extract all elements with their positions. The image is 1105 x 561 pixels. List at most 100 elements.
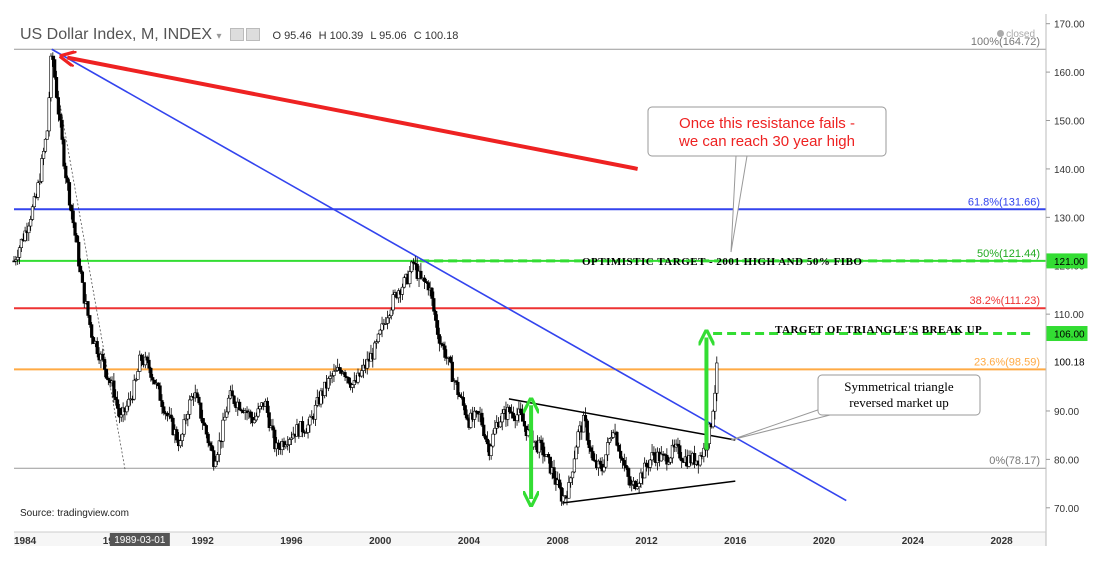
candle-body-57 <box>117 408 122 418</box>
candle-body-128 <box>249 411 253 418</box>
candle-body-14 <box>38 181 42 184</box>
candle-body-30 <box>67 182 72 206</box>
plot-area: 100%(164.72) 61.8%(131.66) 50%(121.44) 38.2… <box>12 14 1088 547</box>
candle-body-173 <box>332 370 336 376</box>
candle-body-49 <box>103 359 107 370</box>
candle-body-19 <box>47 97 51 132</box>
instrument-title[interactable]: US Dollar Index, M, INDEX <box>20 26 213 44</box>
candle-body-21 <box>51 55 55 60</box>
candle-body-168 <box>323 381 327 396</box>
candle-body-15 <box>40 158 44 182</box>
candle-body-43 <box>91 337 96 344</box>
candle-body-186 <box>356 372 360 383</box>
x-axis-band <box>14 532 1046 546</box>
candle-body-71 <box>143 356 147 366</box>
fib-label-1: 61.8%(131.66) <box>968 196 1040 208</box>
price-tag-bg-0 <box>1046 253 1088 269</box>
triangle-target-label: TARGET OF TRIANGLE'S BREAK UP <box>775 324 982 336</box>
candle-body-51 <box>106 378 110 381</box>
x-tick-label-0: 1984 <box>14 536 37 547</box>
ohlc-readout: O 95.46 H 100.39 L 95.06 C 100.18 <box>272 30 462 42</box>
candle-body-27 <box>62 139 66 167</box>
candle-body-201 <box>384 323 388 325</box>
price-tag-bg-2 <box>1046 354 1088 370</box>
fib-label-2: 50%(121.44) <box>977 248 1040 260</box>
candle-body-380 <box>715 362 719 394</box>
candle-body-322 <box>607 438 612 443</box>
candle-body-321 <box>606 442 610 456</box>
candle-body-255 <box>484 435 488 440</box>
callout-resistance-text-0: Once this resistance fails - <box>679 115 855 132</box>
candle-body-202 <box>385 317 390 324</box>
candle-body-240 <box>456 381 460 395</box>
candle-body-102 <box>201 418 205 424</box>
candle-body-264 <box>500 413 504 423</box>
candle-body-24 <box>56 97 60 115</box>
candle-body-6 <box>23 230 27 241</box>
candle-body-205 <box>391 294 395 311</box>
candle-body-249 <box>472 410 477 420</box>
candle-body-177 <box>339 370 343 374</box>
candle-body-311 <box>587 440 591 449</box>
callout-triangle-text-0: Symmetrical triangle <box>844 379 954 394</box>
candle-body-111 <box>217 440 221 455</box>
candle-body-368 <box>693 453 697 465</box>
fibonacci-levels: 100%(164.72) 61.8%(131.66) 50%(121.44) 38.2… <box>14 36 1046 469</box>
candle-body-333 <box>628 476 632 486</box>
eye-icon[interactable] <box>230 28 244 42</box>
candle-body-148 <box>286 444 290 446</box>
x-tick-label-2: 1992 <box>192 536 215 547</box>
candle-body-81 <box>162 406 166 414</box>
candle-body-176 <box>337 367 342 371</box>
candle-body-159 <box>306 424 310 433</box>
candle-body-184 <box>352 380 356 385</box>
candle-body-204 <box>389 309 393 317</box>
candle-body-267 <box>506 406 510 420</box>
chevron-down-icon[interactable]: ▾ <box>216 31 222 43</box>
candle-body-93 <box>184 418 188 421</box>
settings-icons[interactable] <box>230 26 262 44</box>
candle-body-26 <box>60 119 64 140</box>
x-tick-label-8: 2016 <box>724 536 747 547</box>
candle-body-220 <box>419 270 423 279</box>
source-label: Source: tradingview.com <box>20 508 129 519</box>
candle-body-196 <box>374 341 379 344</box>
candle-body-341 <box>643 462 647 479</box>
candle-body-355 <box>668 457 673 463</box>
y-tick-label-8: 90.00 <box>1054 407 1079 418</box>
candle-body-41 <box>88 315 92 325</box>
candle-body-22 <box>53 59 57 78</box>
candle-body-86 <box>171 417 175 436</box>
candle-body-150 <box>289 437 294 440</box>
candle-body-179 <box>343 372 347 378</box>
optimistic-target-label: OPTIMISTIC TARGET - 2001 HIGH AND 50% FI… <box>582 256 862 268</box>
x-tick-label-5: 2004 <box>458 536 481 547</box>
candle-body-253 <box>480 412 484 426</box>
candle-body-379 <box>713 392 717 412</box>
candle-body-323 <box>609 437 613 440</box>
high-value: H 100.39 <box>318 30 364 43</box>
candle-body-122 <box>238 401 242 411</box>
candle-body-227 <box>432 298 436 312</box>
candle-body-37 <box>80 271 85 283</box>
candle-body-308 <box>582 414 586 433</box>
candle-body-62 <box>127 398 131 407</box>
candle-body-216 <box>411 261 416 264</box>
candle-body-199 <box>380 323 384 331</box>
candle-body-110 <box>215 454 220 462</box>
candle-body-137 <box>265 400 269 413</box>
candle-body-146 <box>282 441 286 448</box>
candle-body-378 <box>711 410 715 428</box>
candle-body-197 <box>376 333 380 342</box>
callout-resistance: Once this resistance fails -we can reach… <box>647 106 887 253</box>
fib-label-3: 38.2%(111.23) <box>969 295 1040 307</box>
candle-body-67 <box>136 371 140 380</box>
callout-resistance-text-1: we can reach 30 year high <box>678 133 855 150</box>
candle-body-354 <box>667 461 671 465</box>
y-tick-label-9: 80.00 <box>1054 455 1079 466</box>
candle-body-310 <box>585 420 589 441</box>
candle-body-230 <box>437 334 441 344</box>
low-value: L 95.06 <box>370 30 407 43</box>
gear-icon[interactable] <box>246 28 260 42</box>
candle-body-56 <box>115 399 120 409</box>
